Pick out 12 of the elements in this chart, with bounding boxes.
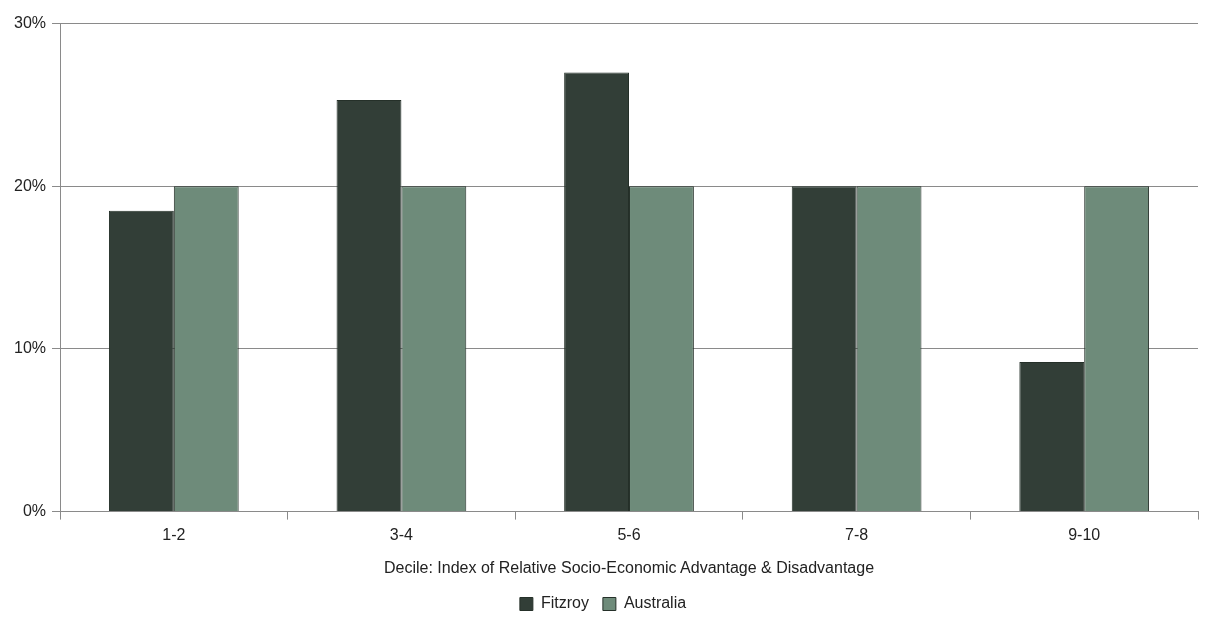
legend-label: Fitzroy: [540, 594, 589, 612]
y-tick-label: 20%: [13, 176, 47, 194]
legend-label: Australia: [623, 594, 687, 612]
x-axis-title: Decile: Index of Relative Socio-Economic Advantage & Disadvantage: [383, 558, 875, 576]
y-tick-label: 30%: [13, 14, 47, 32]
x-tick-label: 9-10: [1068, 525, 1101, 543]
x-tick-label: 1-2: [162, 525, 186, 543]
x-tick-label: 3-4: [389, 525, 414, 543]
x-tick-label: 5-6: [617, 525, 641, 543]
y-tick-label: 0%: [22, 502, 47, 520]
x-tick-label: 7-8: [845, 525, 869, 543]
y-tick-label: 10%: [13, 339, 47, 357]
